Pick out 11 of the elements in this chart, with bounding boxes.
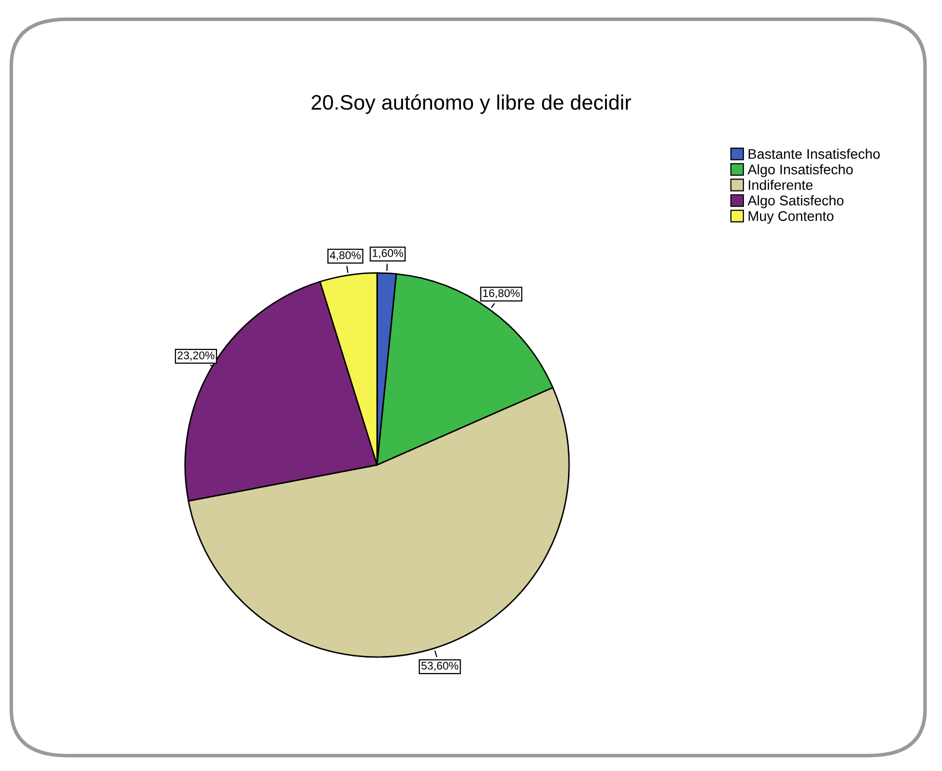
legend-label: Muy Contento <box>748 211 834 224</box>
data-label: 16,80% <box>483 289 520 298</box>
legend-label: Indiferente <box>748 180 813 190</box>
legend-label: Bastante Insatisfecho <box>748 148 880 159</box>
legend-label: Algo Insatisfecho <box>748 164 853 178</box>
chart-title: 20.Soy autónomo y libre de decidir <box>312 94 632 114</box>
legend-label: Algo Satisfecho <box>748 195 844 208</box>
data-label: 4,80% <box>330 251 361 260</box>
data-label: 23,20% <box>178 351 214 361</box>
data-label: 53,60% <box>421 662 458 671</box>
data-label: 1,60% <box>372 249 404 258</box>
